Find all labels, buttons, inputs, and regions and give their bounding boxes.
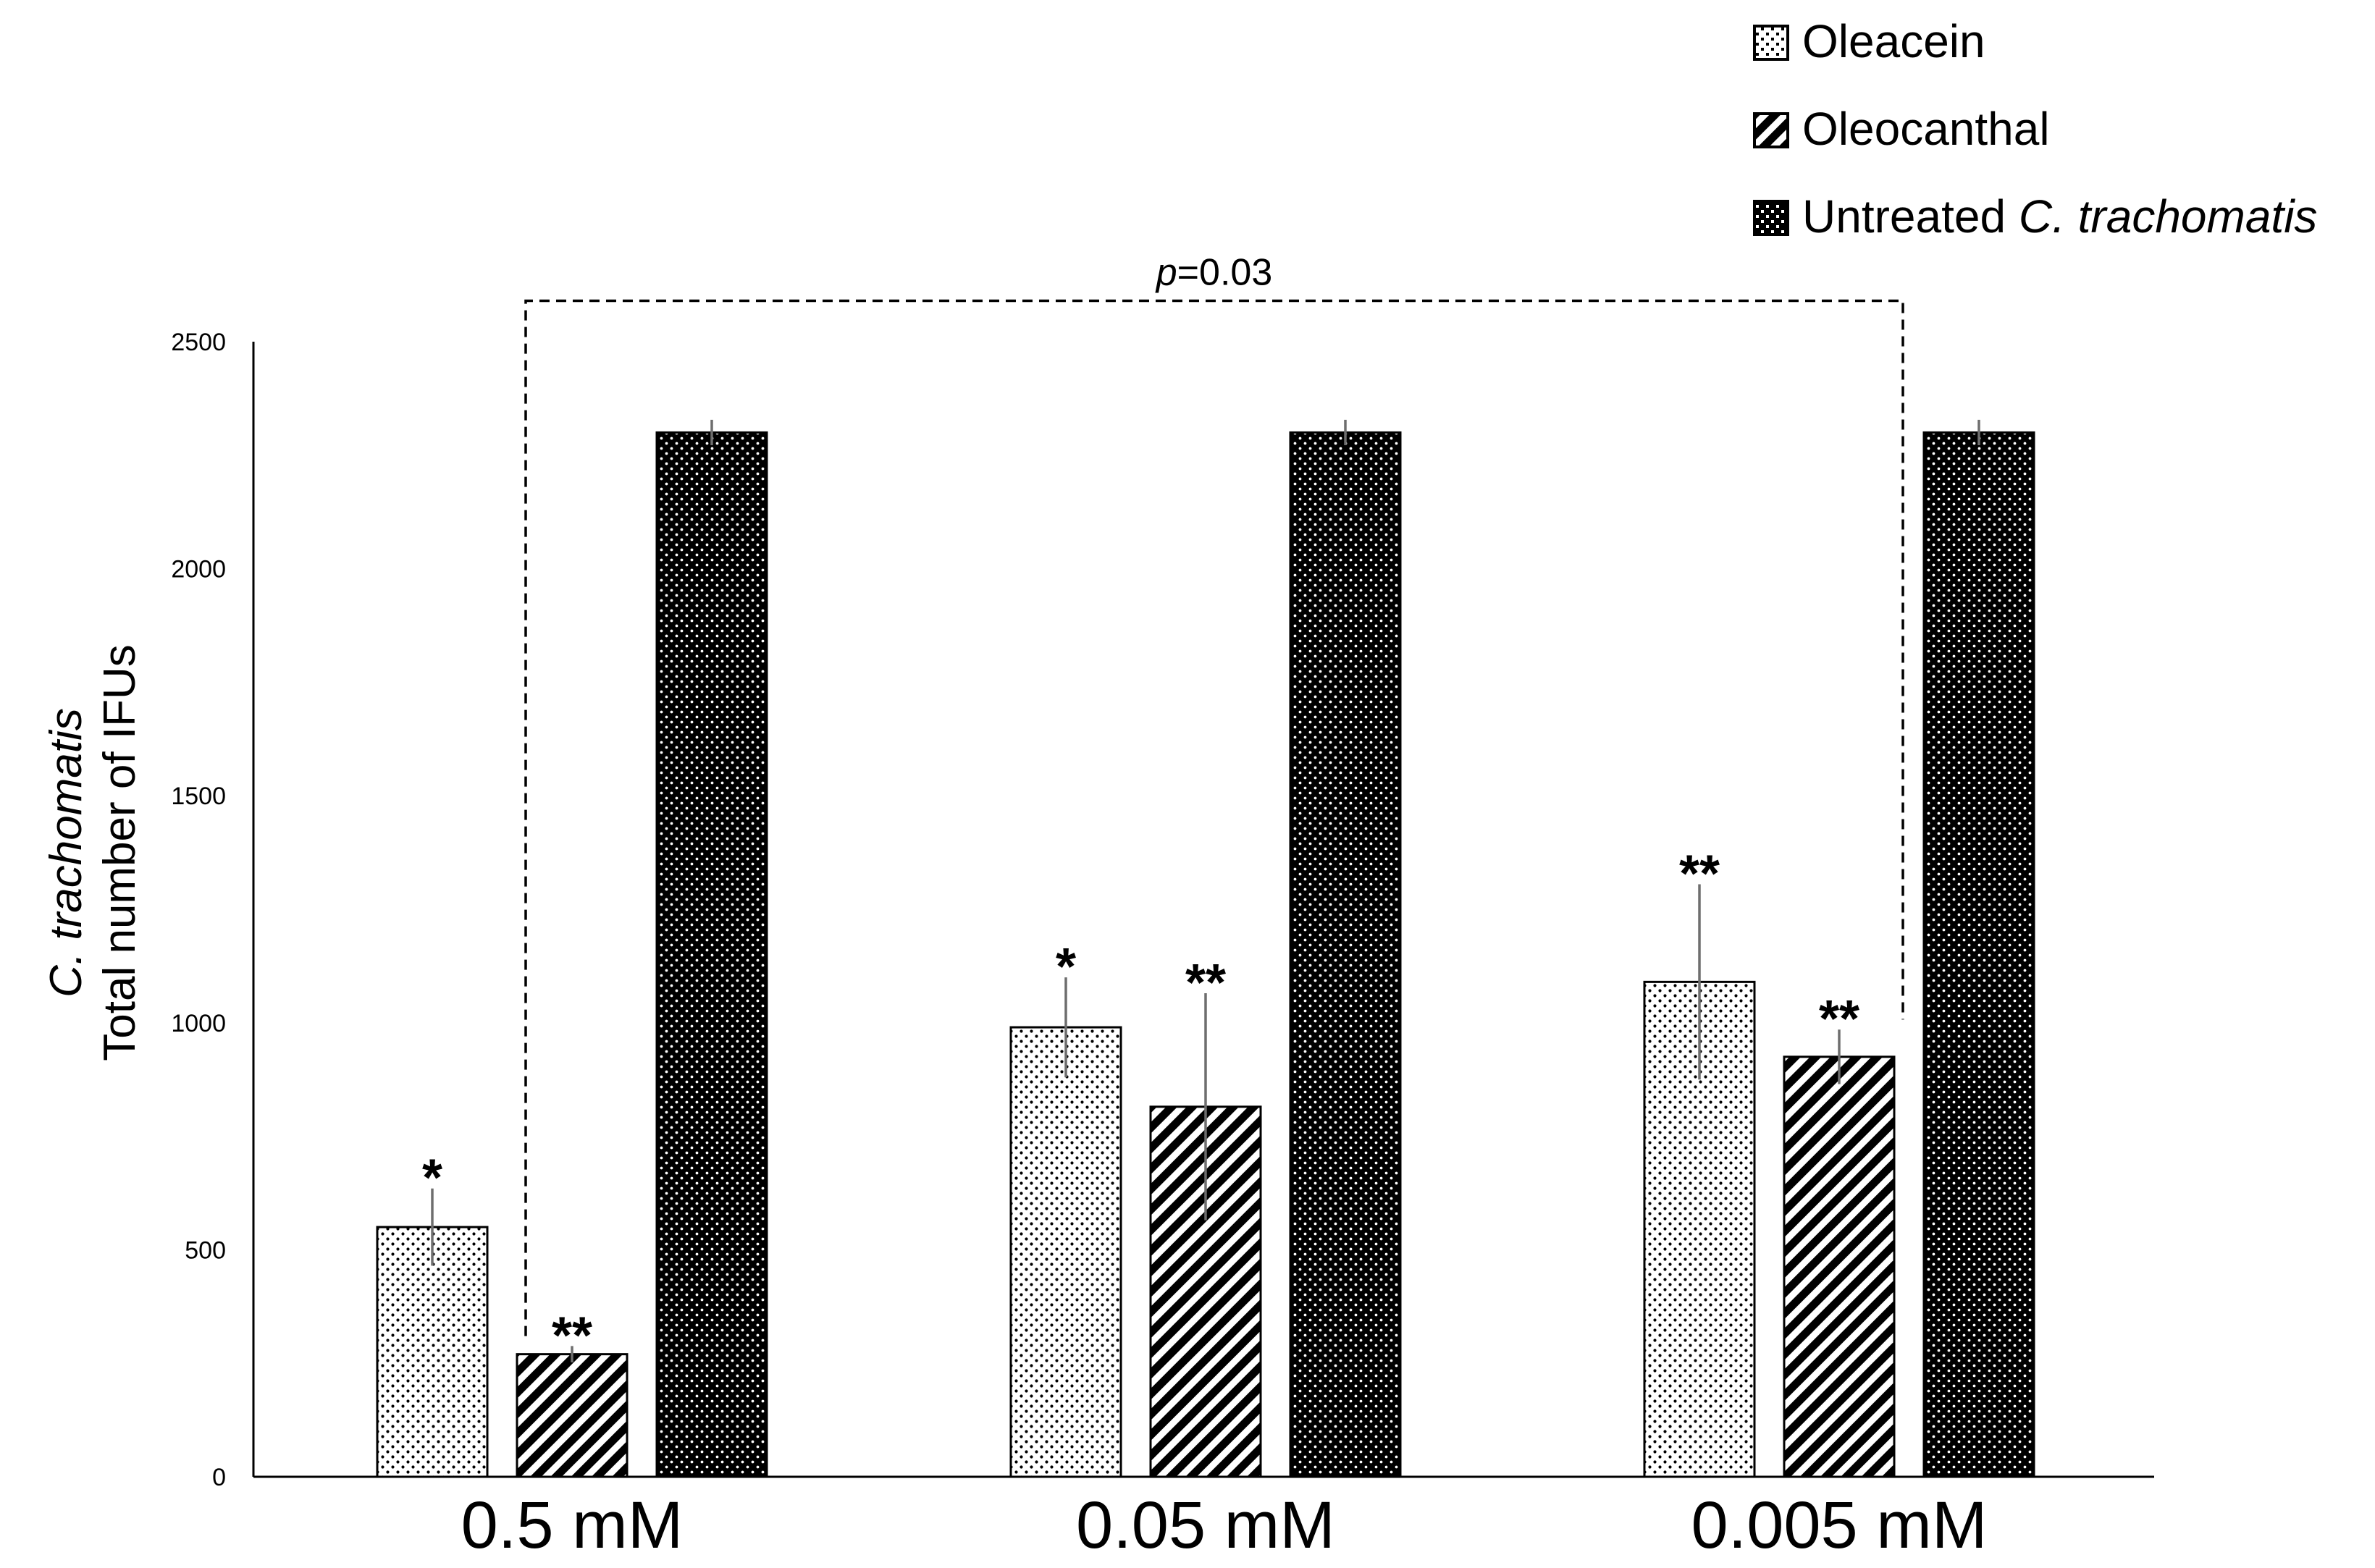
p-value-label: p=0.03 <box>1155 252 1273 294</box>
significance-bracket-line <box>524 299 1904 1336</box>
bar-untreated-c-trachomatis-0-05-mm <box>1289 431 1402 1478</box>
significance-marker: ** <box>1679 846 1720 903</box>
y-axis-ticks: 0 500 1000 1500 2000 2500 <box>171 329 226 1491</box>
legend-swatch-oleocanthal <box>1753 112 1789 148</box>
significance-markers: ********** <box>422 846 1859 1365</box>
bars <box>376 431 2035 1478</box>
y-tick-label: 2000 <box>171 556 226 583</box>
axes <box>252 342 2154 1478</box>
significance-marker: ** <box>552 1307 592 1365</box>
x-tick-label-0-5-mm: 0.5 mM <box>461 1488 684 1562</box>
significance-marker: * <box>1056 938 1076 996</box>
x-tick-label-0-05-mm: 0.05 mM <box>1076 1488 1335 1562</box>
bar-oleacein-0-05-mm <box>1009 1026 1122 1478</box>
bar-untreated-c-trachomatis-0-5-mm <box>655 431 768 1478</box>
significance-marker: ** <box>1185 954 1226 1012</box>
legend-swatch-oleacein <box>1753 25 1789 61</box>
bar-untreated-c-trachomatis-0-005-mm <box>1922 431 2035 1478</box>
y-tick-label: 1000 <box>171 1010 226 1037</box>
legend-label-oleocanthal: Oleocanthal <box>1802 103 2050 155</box>
error-bars <box>431 419 1980 1362</box>
significance-marker: * <box>422 1150 442 1207</box>
significance-marker: ** <box>1819 990 1859 1048</box>
bar-oleacein-0-5-mm <box>376 1226 489 1478</box>
legend-label-untreated-c-trachomatis: Untreated C. trachomatis <box>1802 190 2317 243</box>
x-axis-tick-labels: 0.5 mM 0.05 mM 0.005 mM <box>461 1488 1988 1562</box>
y-tick-label: 0 <box>212 1464 226 1491</box>
y-axis-label-line1: C. trachomatis <box>41 708 91 998</box>
legend-swatch-untreated-c-trachomatis <box>1753 200 1789 236</box>
bar-oleocanthal-0-5-mm <box>516 1353 629 1478</box>
y-axis-label: C. trachomatis Total number of IFUs <box>41 644 145 1061</box>
y-tick-label: 500 <box>185 1236 226 1264</box>
legend: Oleacein Oleocanthal Untreated C. trachoma… <box>1753 15 2317 243</box>
significance-bracket: p=0.03 <box>524 252 1904 1336</box>
x-tick-label-0-005-mm: 0.005 mM <box>1691 1488 1987 1562</box>
y-axis-label-line2: Total number of IFUs <box>95 644 145 1061</box>
y-tick-label: 2500 <box>171 329 226 356</box>
legend-label-oleacein: Oleacein <box>1802 15 1985 67</box>
y-tick-label: 1500 <box>171 783 226 810</box>
bar-oleocanthal-0-005-mm <box>1783 1055 1896 1478</box>
